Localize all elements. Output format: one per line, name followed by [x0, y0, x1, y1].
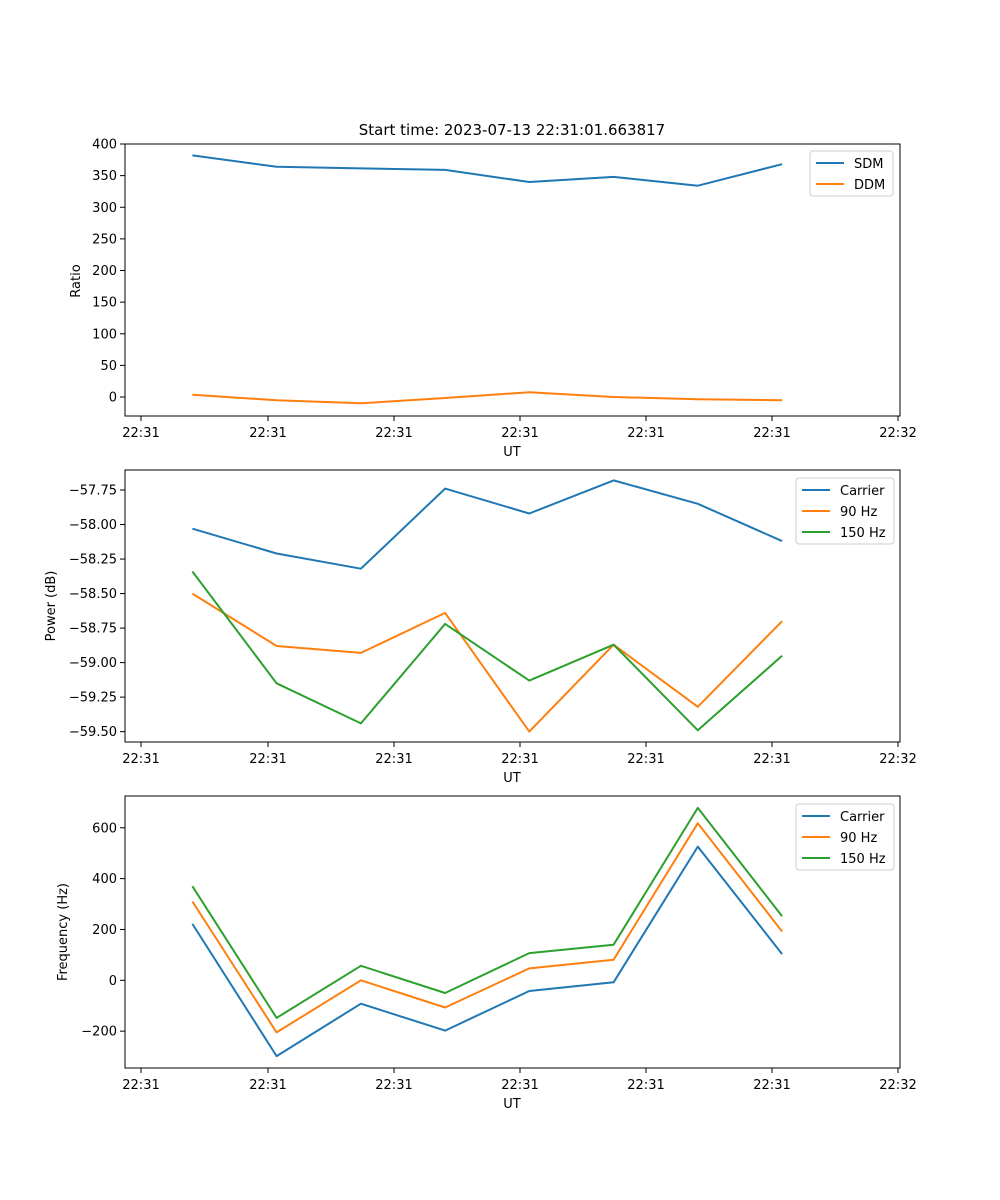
y-tick-label: −59.50 [69, 725, 117, 740]
y-tick-label: −58.50 [69, 587, 117, 602]
series-line-sdm [192, 154, 783, 187]
series-line-carrier [191, 845, 783, 1058]
y-tick-label: 400 [92, 872, 117, 887]
x-tick-label: 22:32 [879, 1078, 916, 1093]
series-line-90-hz [191, 822, 783, 1034]
ratio-panel: Start time: 2023-07-13 22:31:01.663817 0… [69, 121, 917, 460]
x-tick-label: 22:32 [879, 426, 916, 441]
x-tick-label: 22:31 [501, 1078, 538, 1093]
legend-label: SDM [854, 157, 883, 172]
legend-label: 150 Hz [840, 852, 886, 867]
y-axis-label: Frequency (Hz) [56, 883, 71, 981]
x-tick-label: 22:31 [753, 426, 790, 441]
y-tick-label: 150 [92, 296, 117, 311]
axes-frame [124, 143, 901, 417]
x-tick-label: 22:31 [501, 426, 538, 441]
x-axis-label: UT [503, 771, 521, 786]
legend-label: DDM [854, 178, 885, 193]
y-axis-label: Power (dB) [44, 571, 59, 642]
y-tick-label: 600 [92, 821, 117, 836]
y-tick-label: 100 [92, 327, 117, 342]
legend: SDM DDM [809, 150, 894, 197]
x-tick-label: 22:31 [753, 752, 790, 767]
y-tick-label: 200 [92, 923, 117, 938]
x-tick-label: 22:31 [627, 1078, 664, 1093]
y-tick-label: 50 [100, 359, 117, 374]
legend-label: 90 Hz [840, 831, 877, 846]
y-tick-label: −59.00 [69, 656, 117, 671]
x-tick-label: 22:31 [627, 426, 664, 441]
legend: Carrier 90 Hz 150 Hz [795, 803, 895, 871]
y-tick-label: −58.25 [69, 553, 117, 568]
legend-box [795, 477, 895, 545]
y-tick-label: 300 [92, 201, 117, 216]
y-tick-label: −58.75 [69, 622, 117, 637]
x-tick-label: 22:31 [122, 752, 159, 767]
series-line-ddm [192, 391, 783, 405]
axes-frame [124, 469, 901, 743]
power-panel: −59.50 −59.25 −59.00 −58.75 −58.50 −58.25 −58.… [44, 469, 917, 786]
y-tick-label: 0 [109, 974, 117, 989]
y-tick-label: −58.00 [69, 518, 117, 533]
chart-title: Start time: 2023-07-13 22:31:01.663817 [359, 121, 665, 139]
ratio-plot-area: 0 50 100 150 200 250 300 350 400 22:31 22:31 22:31 2… [92, 138, 917, 442]
legend-box [795, 803, 895, 871]
x-tick-label: 22:31 [375, 752, 412, 767]
x-tick-label: 22:31 [249, 426, 286, 441]
x-tick-label: 22:31 [753, 1078, 790, 1093]
y-tick-label: −57.75 [69, 484, 117, 499]
legend: Carrier 90 Hz 150 Hz [795, 477, 895, 545]
series-line-150-hz [191, 806, 783, 1019]
y-tick-label: 200 [92, 264, 117, 279]
x-axis-label: UT [503, 1097, 521, 1112]
x-tick-label: 22:31 [375, 426, 412, 441]
x-tick-label: 22:32 [879, 752, 916, 767]
frequency-plot-area: −200 0 200 400 600 22:31 22:31 22:31 22:31 22:31 2… [81, 795, 917, 1093]
frequency-panel: −200 0 200 400 600 22:31 22:31 22:31 22:31 22:31 2… [56, 795, 917, 1112]
y-tick-label: −59.25 [69, 691, 117, 706]
legend-label: Carrier [840, 810, 885, 825]
series-line-90-hz [191, 592, 783, 733]
x-tick-label: 22:31 [627, 752, 664, 767]
y-tick-label: 250 [92, 232, 117, 247]
x-tick-label: 22:31 [122, 1078, 159, 1093]
x-axis-label: UT [503, 445, 521, 460]
y-tick-label: 400 [92, 138, 117, 153]
series-line-carrier [192, 479, 783, 570]
x-tick-label: 22:31 [375, 1078, 412, 1093]
legend-label: Carrier [840, 484, 885, 499]
power-plot-area: −59.50 −59.25 −59.00 −58.75 −58.50 −58.25 −58.… [69, 469, 917, 767]
y-tick-label: 0 [109, 391, 117, 406]
y-tick-label: 350 [92, 169, 117, 184]
y-tick-label: −200 [81, 1025, 117, 1040]
series-line-150-hz [191, 570, 783, 732]
legend-label: 90 Hz [840, 505, 877, 520]
x-tick-label: 22:31 [122, 426, 159, 441]
x-tick-label: 22:31 [501, 752, 538, 767]
x-tick-label: 22:31 [249, 752, 286, 767]
axes-frame [124, 795, 901, 1069]
x-tick-label: 22:31 [249, 1078, 286, 1093]
legend-label: 150 Hz [840, 526, 886, 541]
y-axis-label: Ratio [69, 264, 84, 297]
